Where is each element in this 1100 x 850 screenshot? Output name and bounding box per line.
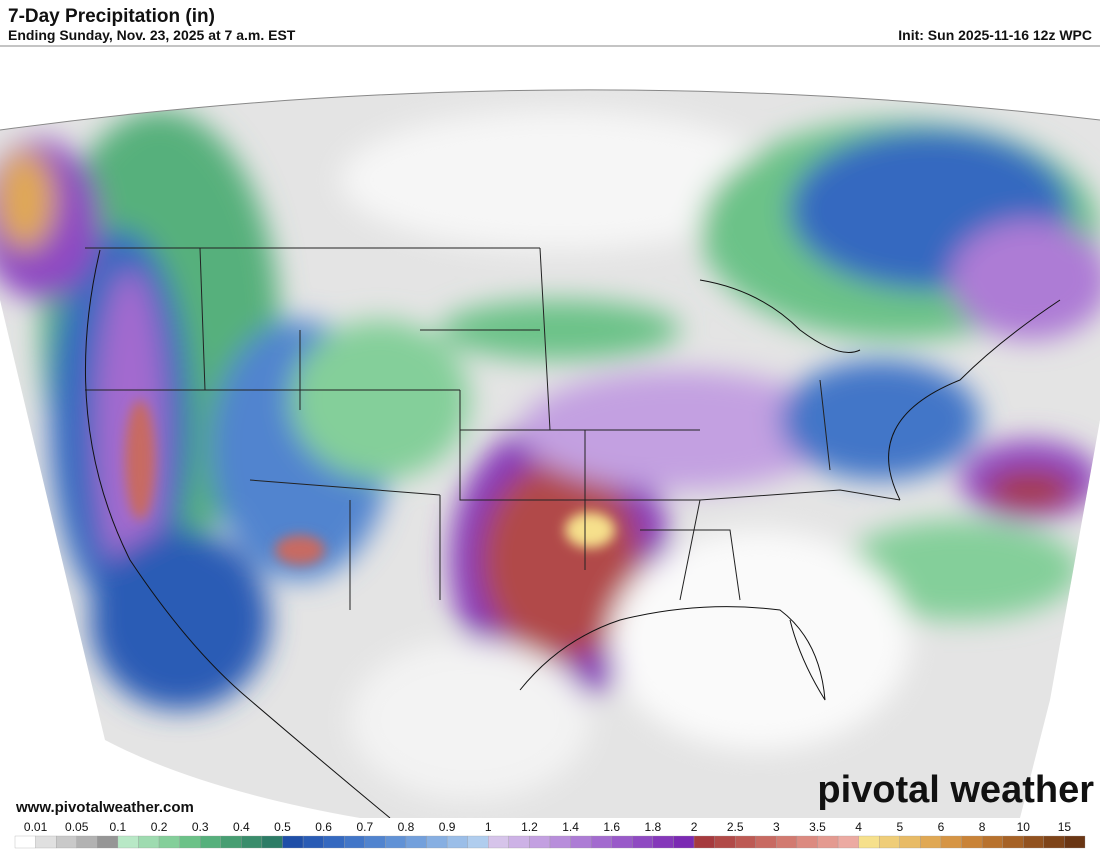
colorbar-label: 4 (855, 820, 862, 834)
colorbar-cell (97, 835, 119, 849)
colorbar-cell (1023, 835, 1044, 849)
colorbar-cell (611, 835, 633, 849)
colorbar-label: 0.6 (315, 820, 332, 834)
colorbar-cell (549, 835, 571, 849)
colorbar-cell (385, 835, 407, 849)
colorbar-cell (200, 835, 221, 849)
colorbar-cell (241, 835, 263, 849)
colorbar-label: 0.4 (233, 820, 250, 834)
colorbar-label: 0.3 (192, 820, 209, 834)
colorbar-label: 2 (691, 820, 698, 834)
colorbar-label: 5 (896, 820, 903, 834)
colorbar-cell (899, 835, 921, 849)
site-url: www.pivotalweather.com (15, 799, 194, 816)
colorbar-label: 10 (1017, 820, 1031, 834)
colorbar-cell (76, 835, 98, 849)
colorbar-cell (879, 835, 900, 849)
colorbar-cell (693, 835, 715, 849)
colorbar-label: 1.8 (645, 820, 662, 834)
colorbar-cell (940, 835, 962, 849)
colorbar-cell (426, 835, 448, 849)
colorbar-cell (529, 835, 551, 849)
colorbar-cell (570, 835, 592, 849)
colorbar-cell (117, 835, 139, 849)
precip-field (0, 89, 1100, 818)
colorbar-cell (323, 835, 345, 849)
colorbar-cell (920, 835, 942, 849)
map-title: 7-Day Precipitation (in) (8, 6, 215, 27)
colorbar-cell (858, 835, 880, 849)
colorbar-cell (673, 835, 695, 849)
colorbar-label: 1 (485, 820, 492, 834)
colorbar-cell (508, 835, 530, 849)
colorbar-cell (837, 835, 859, 849)
colorbar-cell (776, 835, 798, 849)
colorbar-label: 8 (979, 820, 986, 834)
colorbar-cell (467, 835, 489, 849)
boundaries (0, 89, 1100, 819)
colorbar-cell (632, 835, 654, 849)
colorbar-cell (179, 835, 201, 849)
colorbar-label: 0.1 (110, 820, 127, 834)
colorbar-cell (14, 835, 36, 849)
colorbar-label: 0.8 (398, 820, 415, 834)
colorbar: 0.01 0.05 0.1 0.2 0.3 0.4 0.5 0.6 0.7 0.8 0.9 1 1.2 1… (14, 820, 1086, 849)
colorbar-label: 1.4 (562, 820, 579, 834)
colorbar-label: 0.2 (151, 820, 168, 834)
colorbar-cell (220, 835, 242, 849)
colorbar-cell (261, 835, 283, 849)
colorbar-label: 3.5 (809, 820, 826, 834)
colorbar-cell (282, 835, 304, 849)
colorbar-label: 0.7 (356, 820, 373, 834)
colorbar-cell (817, 835, 839, 849)
colorbar-cell (405, 835, 427, 849)
colorbar-label: 15 (1058, 820, 1072, 834)
colorbar-cell (446, 835, 468, 849)
colorbar-label: 1.2 (521, 820, 538, 834)
watermark: pivotal weather (817, 769, 1094, 811)
colorbar-cell (302, 835, 324, 849)
colorbar-label: 0.5 (274, 820, 291, 834)
colorbar-label: 0.05 (65, 820, 89, 834)
colorbar-cell (796, 835, 818, 849)
colorbar-label: 0.9 (439, 820, 456, 834)
colorbar-cell (1002, 835, 1024, 849)
init-time: Init: Sun 2025-11-16 12z WPC (898, 27, 1092, 43)
colorbar-cell (364, 835, 386, 849)
colorbar-cell (591, 835, 612, 849)
colorbar-cell (158, 835, 180, 849)
colorbar-cell (652, 835, 674, 849)
colorbar-label: 6 (938, 820, 945, 834)
colorbar-cell (755, 835, 777, 849)
map-subtitle: Ending Sunday, Nov. 23, 2025 at 7 a.m. E… (8, 27, 296, 43)
colorbar-label: 1.6 (603, 820, 620, 834)
colorbar-label: 3 (773, 820, 780, 834)
colorbar-cell (714, 835, 736, 849)
colorbar-cell (1043, 835, 1065, 849)
colorbar-cell (1064, 835, 1086, 849)
colorbar-cell (488, 835, 509, 849)
colorbar-cell (35, 835, 57, 849)
colorbar-cell (735, 835, 756, 849)
colorbar-label: 0.01 (24, 820, 48, 834)
colorbar-cell (961, 835, 983, 849)
colorbar-cell (344, 835, 365, 849)
colorbar-cell (138, 835, 160, 849)
colorbar-label: 2.5 (727, 820, 744, 834)
colorbar-cell (56, 835, 77, 849)
colorbar-cell (981, 835, 1003, 849)
